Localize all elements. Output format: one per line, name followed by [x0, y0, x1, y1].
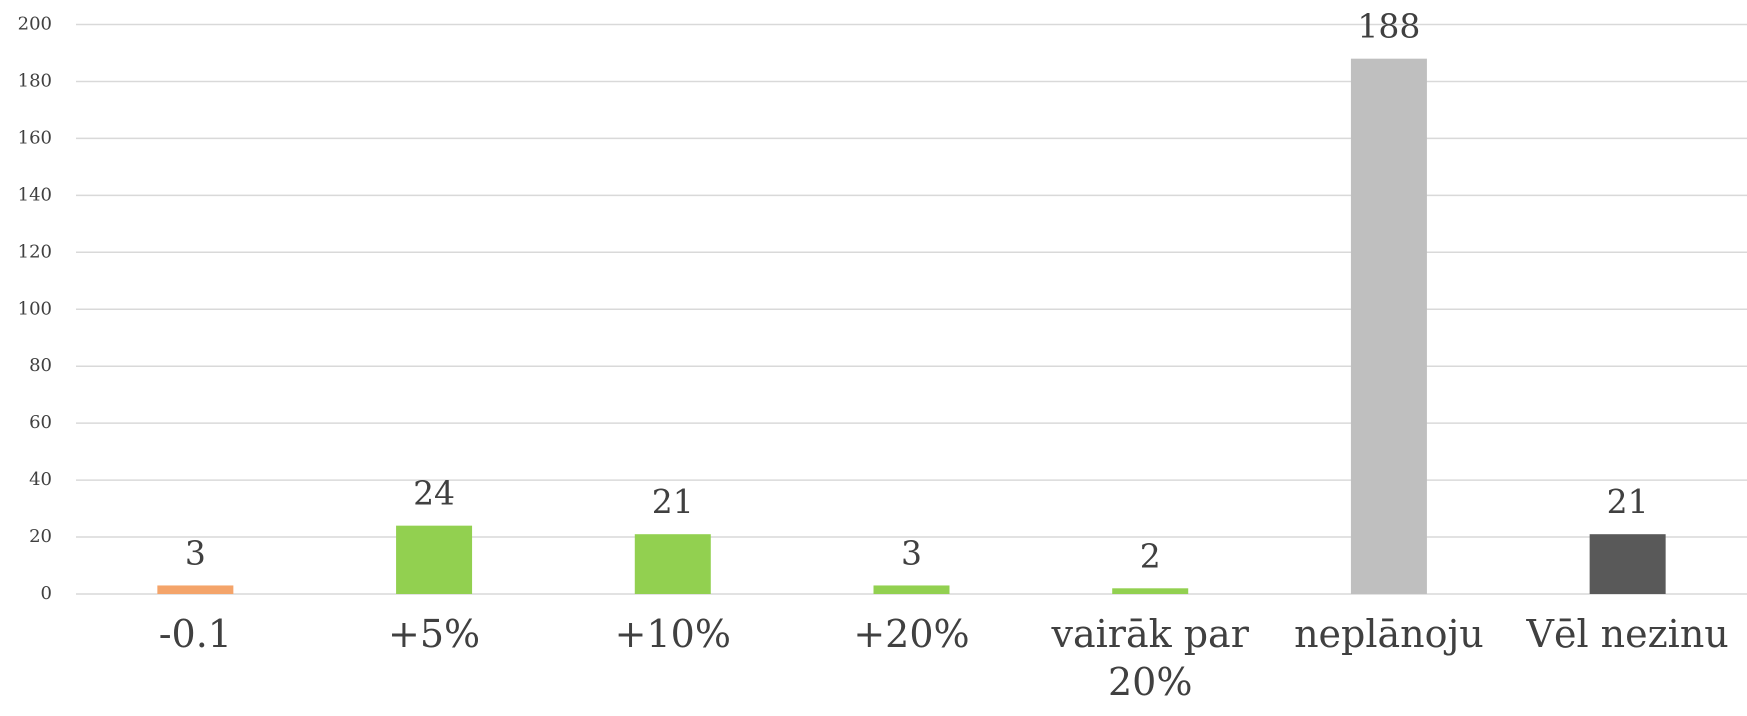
- bar: [1350, 58, 1427, 595]
- data-label: 3: [185, 533, 206, 572]
- bar: [873, 585, 950, 594]
- x-tick-label: -0.1: [158, 612, 232, 656]
- y-tick-label: 160: [18, 127, 52, 148]
- y-tick-label: 60: [29, 412, 52, 433]
- x-tick-label: Vēl nezinu: [1526, 612, 1729, 656]
- y-tick-label: 80: [29, 355, 52, 376]
- x-tick-label: +20%: [853, 612, 970, 656]
- bar: [1589, 534, 1666, 594]
- x-tick-label: vairāk par 20%: [1051, 612, 1249, 704]
- bar: [634, 534, 711, 594]
- y-tick-label: 200: [18, 14, 52, 35]
- x-tick-label: +5%: [388, 612, 481, 656]
- bar: [396, 525, 473, 594]
- y-tick-label: 140: [18, 184, 52, 205]
- y-tick-label: 180: [18, 70, 52, 91]
- data-label: 21: [652, 482, 694, 521]
- y-tick-label: 20: [29, 526, 52, 547]
- data-label: 3: [901, 533, 922, 572]
- data-label: 2: [1140, 536, 1161, 575]
- bar: [1112, 588, 1189, 594]
- y-tick-label: 0: [41, 583, 52, 604]
- y-tick-label: 100: [18, 298, 52, 319]
- bar: [157, 585, 234, 594]
- data-label: 21: [1607, 482, 1649, 521]
- x-tick-label: neplānoju: [1294, 612, 1484, 656]
- data-label: 188: [1357, 7, 1420, 46]
- data-label: 24: [413, 474, 455, 513]
- y-tick-label: 120: [18, 241, 52, 262]
- y-tick-label: 40: [29, 469, 52, 490]
- x-tick-label: +10%: [614, 612, 731, 656]
